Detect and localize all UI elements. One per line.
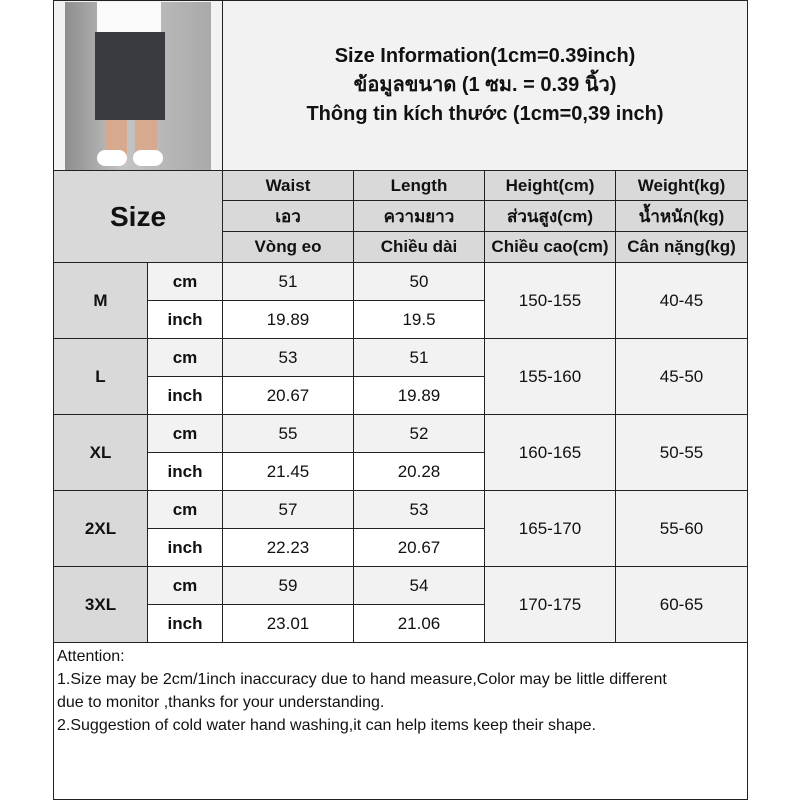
col-header-vi: Chiều dài bbox=[353, 231, 485, 263]
size-row-inch: inch 21.45 20.28 bbox=[54, 452, 748, 491]
col-header-en: Height(cm) bbox=[484, 170, 616, 201]
waist-cm: 53 bbox=[222, 338, 354, 377]
size-row-inch: inch 20.67 19.89 bbox=[54, 376, 748, 415]
waist-cm: 51 bbox=[222, 262, 354, 301]
unit-label: cm bbox=[147, 338, 223, 377]
unit-label: cm bbox=[147, 566, 223, 605]
size-row-cm: 3XL cm 59 54 170-175 60-65 bbox=[53, 566, 749, 643]
waist-cm: 55 bbox=[222, 414, 354, 453]
weight-range: 40-45 bbox=[614, 262, 749, 339]
col-header-en: Length bbox=[353, 170, 485, 201]
size-label: 2XL bbox=[53, 490, 148, 567]
weight-range: 45-50 bbox=[614, 338, 749, 415]
unit-label: inch bbox=[147, 376, 223, 415]
length-inch: 20.28 bbox=[353, 452, 485, 491]
waist-inch: 19.89 bbox=[222, 300, 354, 339]
attention-line: 2.Suggestion of cold water hand washing,… bbox=[57, 717, 596, 734]
length-cm: 53 bbox=[353, 490, 485, 529]
product-photo bbox=[65, 1, 211, 170]
height-range: 155-160 bbox=[484, 338, 616, 415]
col-header-en: Weight(kg) bbox=[614, 170, 749, 201]
title-th: ข้อมูลขนาด (1 ซม. = 0.39 นิ้ว) bbox=[353, 74, 617, 96]
col-header-th: ส่วนสูง(cm) bbox=[484, 200, 616, 232]
weight-range: 60-65 bbox=[614, 566, 749, 643]
length-inch: 21.06 bbox=[353, 604, 485, 643]
waist-inch: 23.01 bbox=[222, 604, 354, 643]
waist-cm: 57 bbox=[222, 490, 354, 529]
attention-line: Attention: bbox=[57, 648, 125, 665]
weight-range: 50-55 bbox=[614, 414, 749, 491]
length-inch: 19.5 bbox=[353, 300, 485, 339]
attention-line: due to monitor ,thanks for your understa… bbox=[57, 694, 385, 711]
size-row-cm: 2XL cm 57 53 165-170 55-60 bbox=[53, 490, 749, 567]
col-header-th: น้ำหนัก(kg) bbox=[614, 200, 749, 232]
height-range: 150-155 bbox=[484, 262, 616, 339]
col-header-vi: Chiều cao(cm) bbox=[484, 231, 616, 263]
col-header-vi: Vòng eo bbox=[222, 231, 354, 263]
height-range: 170-175 bbox=[484, 566, 616, 643]
length-cm: 52 bbox=[353, 414, 485, 453]
size-row-cm: M cm 51 50 150-155 40-45 bbox=[53, 262, 749, 339]
col-header-vi: Cân nặng(kg) bbox=[614, 231, 749, 263]
unit-label: inch bbox=[147, 528, 223, 567]
unit-label: inch bbox=[147, 452, 223, 491]
size-header: Size bbox=[53, 170, 223, 263]
waist-inch: 21.45 bbox=[222, 452, 354, 491]
size-row-inch: inch 19.89 19.5 bbox=[54, 300, 748, 339]
unit-label: cm bbox=[147, 262, 223, 301]
size-label: 3XL bbox=[53, 566, 148, 643]
size-row-inch: inch 23.01 21.06 bbox=[54, 604, 748, 643]
size-label: L bbox=[53, 338, 148, 415]
unit-label: cm bbox=[147, 490, 223, 529]
size-label: M bbox=[53, 262, 148, 339]
size-info-title: Size Information(1cm=0.39inch) ข้อมูลขนา… bbox=[221, 0, 749, 171]
weight-range: 55-60 bbox=[614, 490, 749, 567]
length-inch: 19.89 bbox=[353, 376, 485, 415]
col-header-en: Waist bbox=[222, 170, 354, 201]
attention-line: 1.Size may be 2cm/1inch inaccuracy due t… bbox=[57, 671, 667, 688]
size-row-cm: L cm 53 51 155-160 45-50 bbox=[53, 338, 749, 415]
waist-inch: 22.23 bbox=[222, 528, 354, 567]
unit-label: cm bbox=[147, 414, 223, 453]
length-cm: 51 bbox=[353, 338, 485, 377]
title-vi: Thông tin kích thước (1cm=0,39 inch) bbox=[306, 103, 664, 125]
waist-cm: 59 bbox=[222, 566, 354, 605]
size-label: XL bbox=[53, 414, 148, 491]
height-range: 160-165 bbox=[484, 414, 616, 491]
length-inch: 20.67 bbox=[353, 528, 485, 567]
waist-inch: 20.67 bbox=[222, 376, 354, 415]
unit-label: inch bbox=[147, 604, 223, 643]
product-photo-cell bbox=[53, 0, 223, 171]
size-row-inch: inch 22.23 20.67 bbox=[54, 528, 748, 567]
length-cm: 54 bbox=[353, 566, 485, 605]
col-header-th: เอว bbox=[222, 200, 354, 232]
size-chart-table: Size Information(1cm=0.39inch) ข้อมูลขนา… bbox=[52, 0, 749, 800]
size-row-cm: XL cm 55 52 160-165 50-55 bbox=[53, 414, 749, 491]
attention-notes: Attention: 1.Size may be 2cm/1inch inacc… bbox=[52, 642, 749, 800]
col-header-th: ความยาว bbox=[353, 200, 485, 232]
title-en: Size Information(1cm=0.39inch) bbox=[334, 45, 636, 67]
unit-label: inch bbox=[147, 300, 223, 339]
height-range: 165-170 bbox=[484, 490, 616, 567]
length-cm: 50 bbox=[353, 262, 485, 301]
